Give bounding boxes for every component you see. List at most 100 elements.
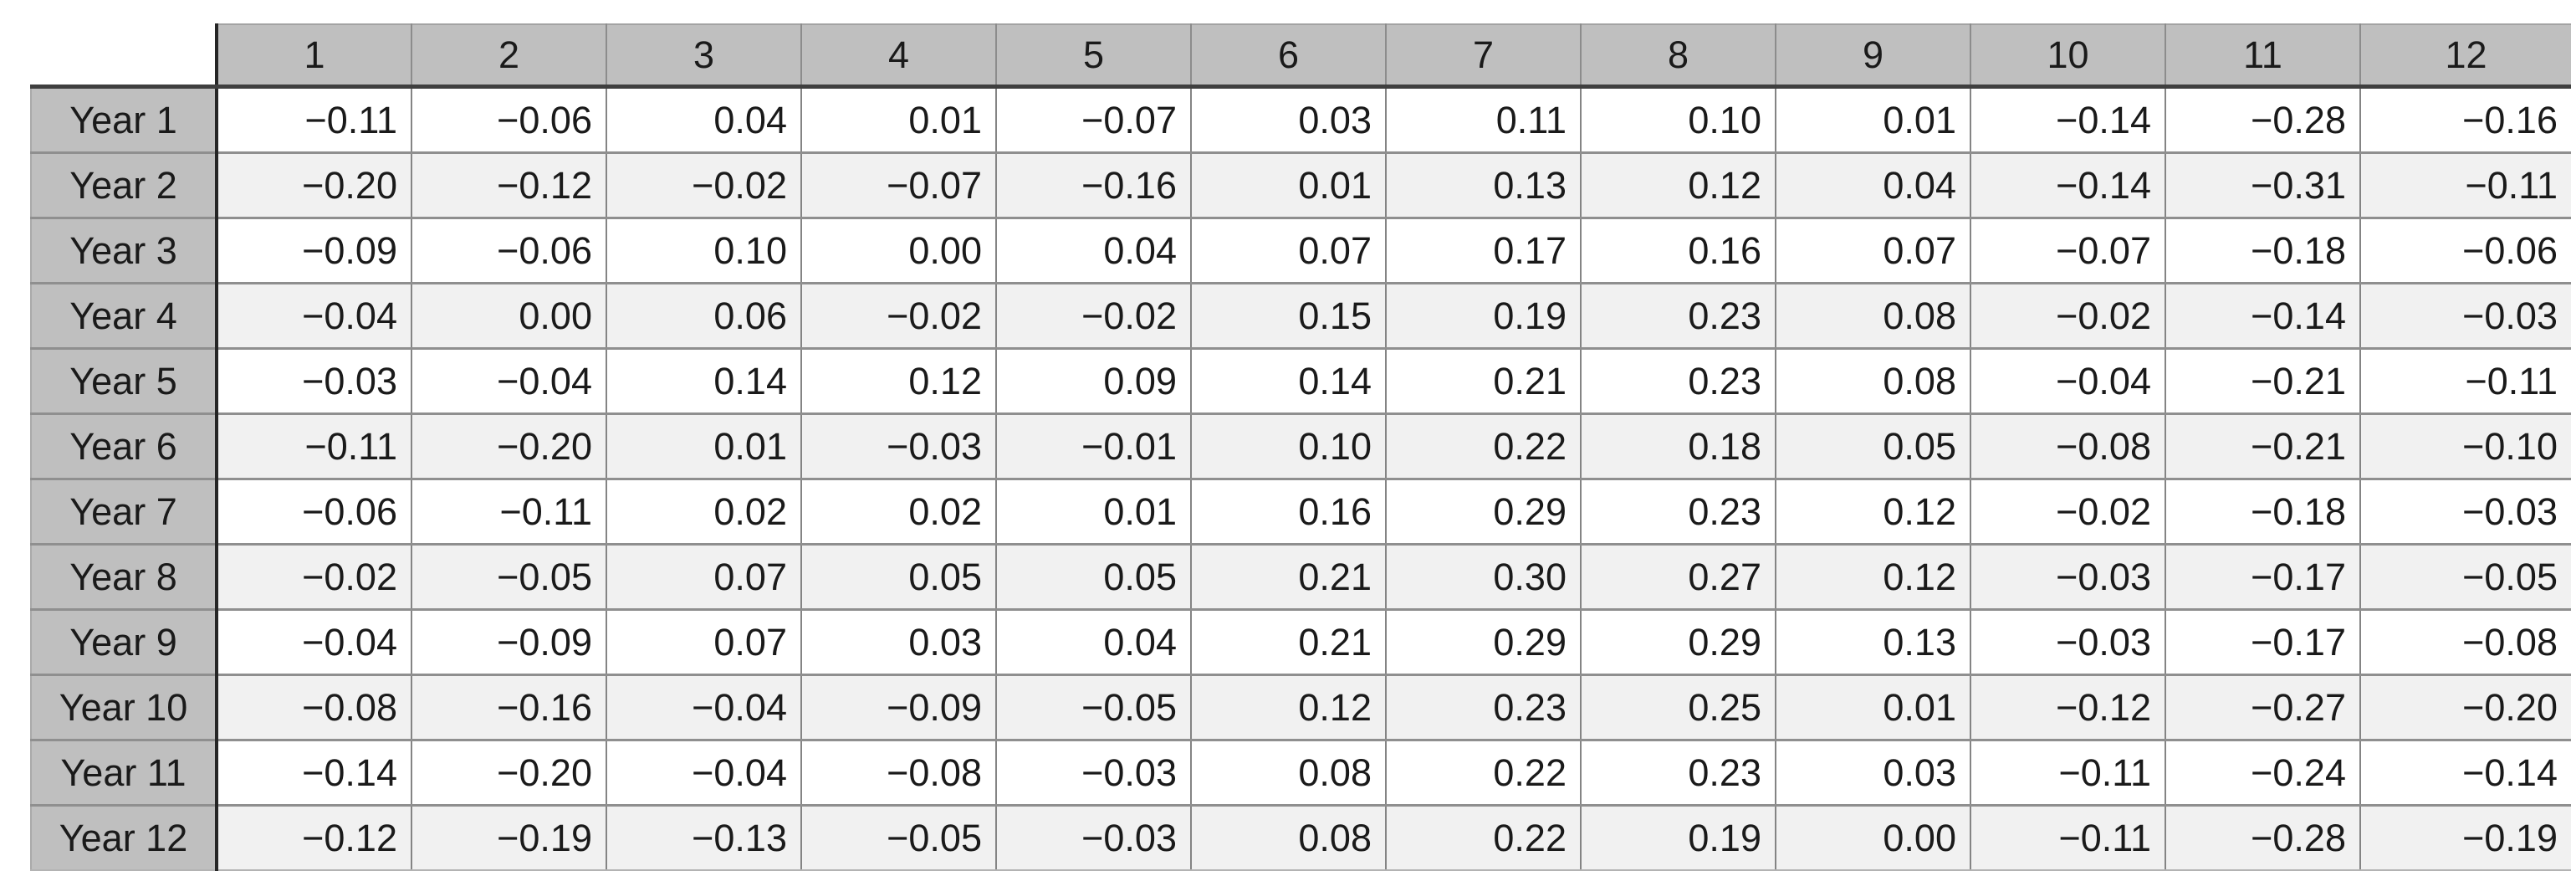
table-cell: −0.04	[217, 282, 412, 349]
table-cell: 0.02	[800, 478, 997, 545]
row-label: Year 12	[30, 804, 218, 871]
table-cell: 0.07	[1190, 217, 1387, 284]
row-label: Year 1	[30, 85, 218, 153]
row-label: Year 9	[30, 608, 218, 675]
year-month-data-table: 1 2 3 4 5 6 7 8 9 10 11 12 Year 1 −0.11 −0.06 0.04 0.01…	[30, 23, 2571, 871]
table-cell: 0.12	[1580, 151, 1776, 218]
table-cell: 0.14	[606, 347, 802, 414]
table-cell: 0.22	[1385, 739, 1582, 806]
table-cell: −0.03	[995, 804, 1192, 871]
table-cell: 0.23	[1580, 282, 1776, 349]
row-label: Year 10	[30, 674, 218, 740]
table-cell: 0.29	[1385, 478, 1582, 545]
table-cell: −0.06	[2359, 217, 2571, 284]
table-cell: 0.00	[1775, 804, 1971, 871]
table-cell: −0.07	[1970, 217, 2166, 284]
table-cell: −0.09	[217, 217, 412, 284]
table-cell: 0.03	[1190, 85, 1387, 153]
table-row: Year 1 −0.11 −0.06 0.04 0.01 −0.07 0.03 0.11 0.1…	[30, 85, 2571, 153]
table-cell: 0.25	[1580, 674, 1776, 740]
table-cell: 0.00	[411, 282, 607, 349]
table-cell: −0.08	[2359, 608, 2571, 675]
table-cell: −0.11	[2359, 151, 2571, 218]
table-cell: 0.08	[1190, 804, 1387, 871]
row-label: Year 4	[30, 282, 218, 349]
table-cell: 0.05	[800, 543, 997, 610]
table-cell: −0.03	[1970, 608, 2166, 675]
table-cell: −0.24	[2165, 739, 2361, 806]
table-cell: 0.12	[1775, 543, 1971, 610]
table-cell: 0.30	[1385, 543, 1582, 610]
table-cell: 0.18	[1580, 412, 1776, 479]
table-cell: 0.08	[1190, 739, 1387, 806]
table-cell: −0.28	[2165, 804, 2361, 871]
table-cell: −0.12	[1970, 674, 2166, 740]
table-cell: −0.18	[2165, 478, 2361, 545]
table-cell: −0.04	[1970, 347, 2166, 414]
header-row: 1 2 3 4 5 6 7 8 9 10 11 12	[31, 23, 2571, 89]
table-cell: 0.19	[1580, 804, 1776, 871]
table-cell: 0.11	[1385, 85, 1582, 153]
table-cell: 0.16	[1580, 217, 1776, 284]
table-cell: −0.11	[217, 412, 412, 479]
row-label: Year 11	[30, 739, 218, 806]
table-cell: −0.06	[411, 85, 607, 153]
table-cell: −0.03	[1970, 543, 2166, 610]
table-cell: −0.07	[995, 85, 1192, 153]
table-cell: −0.21	[2165, 347, 2361, 414]
table-cell: −0.02	[995, 282, 1192, 349]
table-row: Year 3 −0.09 −0.06 0.10 0.00 0.04 0.07 0.17 0.16…	[30, 217, 2571, 284]
table-cell: 0.13	[1775, 608, 1971, 675]
table-cell: 0.01	[1775, 85, 1971, 153]
table-cell: −0.08	[800, 739, 997, 806]
table-cell: −0.20	[217, 151, 412, 218]
table-cell: −0.03	[217, 347, 412, 414]
table-cell: −0.05	[995, 674, 1192, 740]
table-cell: −0.14	[2359, 739, 2571, 806]
column-header-12: 12	[2359, 23, 2571, 89]
year-month-data-table-container: 1 2 3 4 5 6 7 8 9 10 11 12 Year 1 −0.11 −0.06 0.04 0.01…	[30, 23, 2571, 871]
table-cell: 0.05	[1775, 412, 1971, 479]
table-cell: −0.19	[411, 804, 607, 871]
table-cell: −0.16	[2359, 85, 2571, 153]
table-cell: −0.08	[1970, 412, 2166, 479]
table-cell: 0.23	[1580, 347, 1776, 414]
table-cell: −0.09	[411, 608, 607, 675]
table-cell: 0.13	[1385, 151, 1582, 218]
table-cell: −0.08	[217, 674, 412, 740]
table-cell: −0.12	[217, 804, 412, 871]
table-cell: −0.04	[217, 608, 412, 675]
table-cell: −0.12	[411, 151, 607, 218]
table-cell: −0.04	[411, 347, 607, 414]
table-cell: −0.03	[800, 412, 997, 479]
table-cell: 0.21	[1190, 608, 1387, 675]
table-cell: 0.01	[1190, 151, 1387, 218]
table-cell: −0.14	[217, 739, 412, 806]
table-cell: −0.21	[2165, 412, 2361, 479]
table-cell: 0.10	[606, 217, 802, 284]
column-header-11: 11	[2165, 23, 2361, 89]
column-header-1: 1	[217, 23, 412, 89]
table-row: Year 8 −0.02 −0.05 0.07 0.05 0.05 0.21 0.30 0.27…	[30, 543, 2571, 610]
table-cell: 0.23	[1580, 478, 1776, 545]
table-cell: −0.03	[2359, 478, 2571, 545]
table-cell: 0.12	[1775, 478, 1971, 545]
row-label: Year 5	[30, 347, 218, 414]
table-cell: 0.02	[606, 478, 802, 545]
table-cell: −0.14	[1970, 85, 2166, 153]
table-cell: −0.13	[606, 804, 802, 871]
table-cell: 0.01	[800, 85, 997, 153]
table-cell: 0.12	[1190, 674, 1387, 740]
table-cell: −0.17	[2165, 543, 2361, 610]
table-cell: −0.02	[1970, 478, 2166, 545]
table-cell: −0.11	[411, 478, 607, 545]
table-cell: 0.19	[1385, 282, 1582, 349]
table-cell: 0.01	[1775, 674, 1971, 740]
table-cell: −0.04	[606, 674, 802, 740]
table-body: Year 1 −0.11 −0.06 0.04 0.01 −0.07 0.03 0.11 0.1…	[30, 85, 2571, 871]
row-label: Year 6	[30, 412, 218, 479]
table-cell: 0.22	[1385, 412, 1582, 479]
table-cell: −0.28	[2165, 85, 2361, 153]
table-cell: 0.29	[1580, 608, 1776, 675]
table-cell: −0.09	[800, 674, 997, 740]
